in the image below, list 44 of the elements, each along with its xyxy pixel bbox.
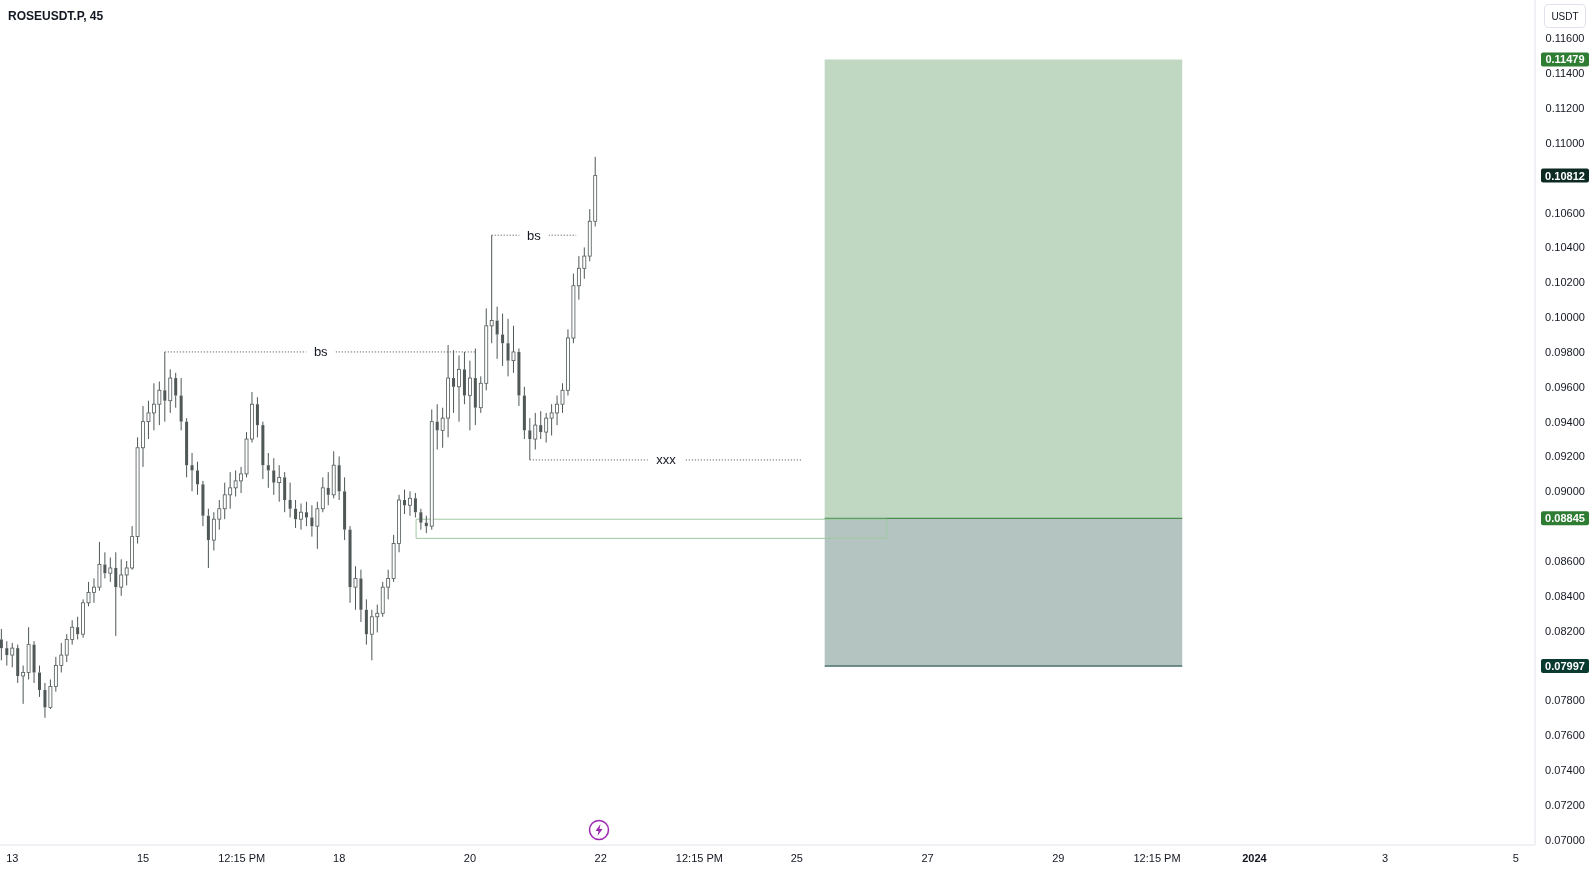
x-tick-label: 20 [463, 852, 477, 864]
y-tick-label: 0.11200 [1545, 102, 1585, 115]
y-tick-label: 0.07800 [1545, 694, 1585, 707]
y-tick-label: 0.10400 [1545, 241, 1585, 254]
y-axis-title: USDT [1544, 4, 1586, 28]
x-tick-label: 29 [1052, 852, 1065, 864]
y-tick-label: 0.09800 [1545, 345, 1585, 358]
y-tick-label: 0.10600 [1545, 206, 1585, 219]
y-tick-label: 0.08200 [1545, 624, 1585, 637]
y-tick-label: 0.07200 [1545, 798, 1585, 811]
x-tick-label: 13 [6, 852, 19, 864]
y-tick-label: 0.09000 [1545, 485, 1585, 498]
x-tick-label: 25 [790, 852, 803, 864]
x-tick-label: 27 [921, 852, 934, 864]
y-tick-label: 0.10000 [1545, 311, 1585, 324]
y-tick-label: 0.11479 [1545, 53, 1585, 66]
y-tick-label: 0.09400 [1545, 415, 1585, 428]
y-tick-label: 0.07400 [1545, 764, 1585, 777]
y-tick-label: 0.08600 [1545, 555, 1585, 568]
x-tick-label: 3 [1382, 852, 1389, 864]
y-tick-label: 0.07600 [1545, 729, 1585, 742]
x-tick-label: 18 [333, 852, 346, 864]
x-tick-label: 2024 [1242, 852, 1268, 864]
y-tick-label: 0.11600 [1545, 32, 1585, 45]
y-tick-label: 0.11400 [1545, 67, 1585, 80]
x-tick-label: 12:15 PM [675, 852, 723, 864]
series-label: bs [527, 227, 542, 243]
y-tick-label: 0.09600 [1545, 380, 1585, 393]
x-tick-label: 12:15 PM [1133, 852, 1181, 864]
series-label: bs [313, 344, 329, 360]
y-tick-label: 0.08845 [1545, 512, 1585, 525]
y-tick-label: 0.07000 [1545, 833, 1585, 846]
y-tick-label: 0.07997 [1545, 660, 1585, 673]
y-tick-label: 0.08400 [1545, 589, 1585, 602]
x-tick-label: 5 [1512, 852, 1519, 864]
text: ROSEUSDT.P, 45 [8, 8, 104, 24]
y-tick-label: 0.10812 [1545, 169, 1585, 182]
y-tick-label: 0.11000 [1545, 136, 1585, 149]
y-tick-label: 0.10200 [1545, 276, 1585, 289]
series-label: xxx [656, 452, 677, 468]
x-tick-label: 22 [594, 852, 607, 864]
x-tick-label: 15 [136, 852, 150, 864]
y-tick-label: 0.09200 [1545, 450, 1585, 463]
x-tick-label: 12:15 PM [218, 852, 266, 864]
